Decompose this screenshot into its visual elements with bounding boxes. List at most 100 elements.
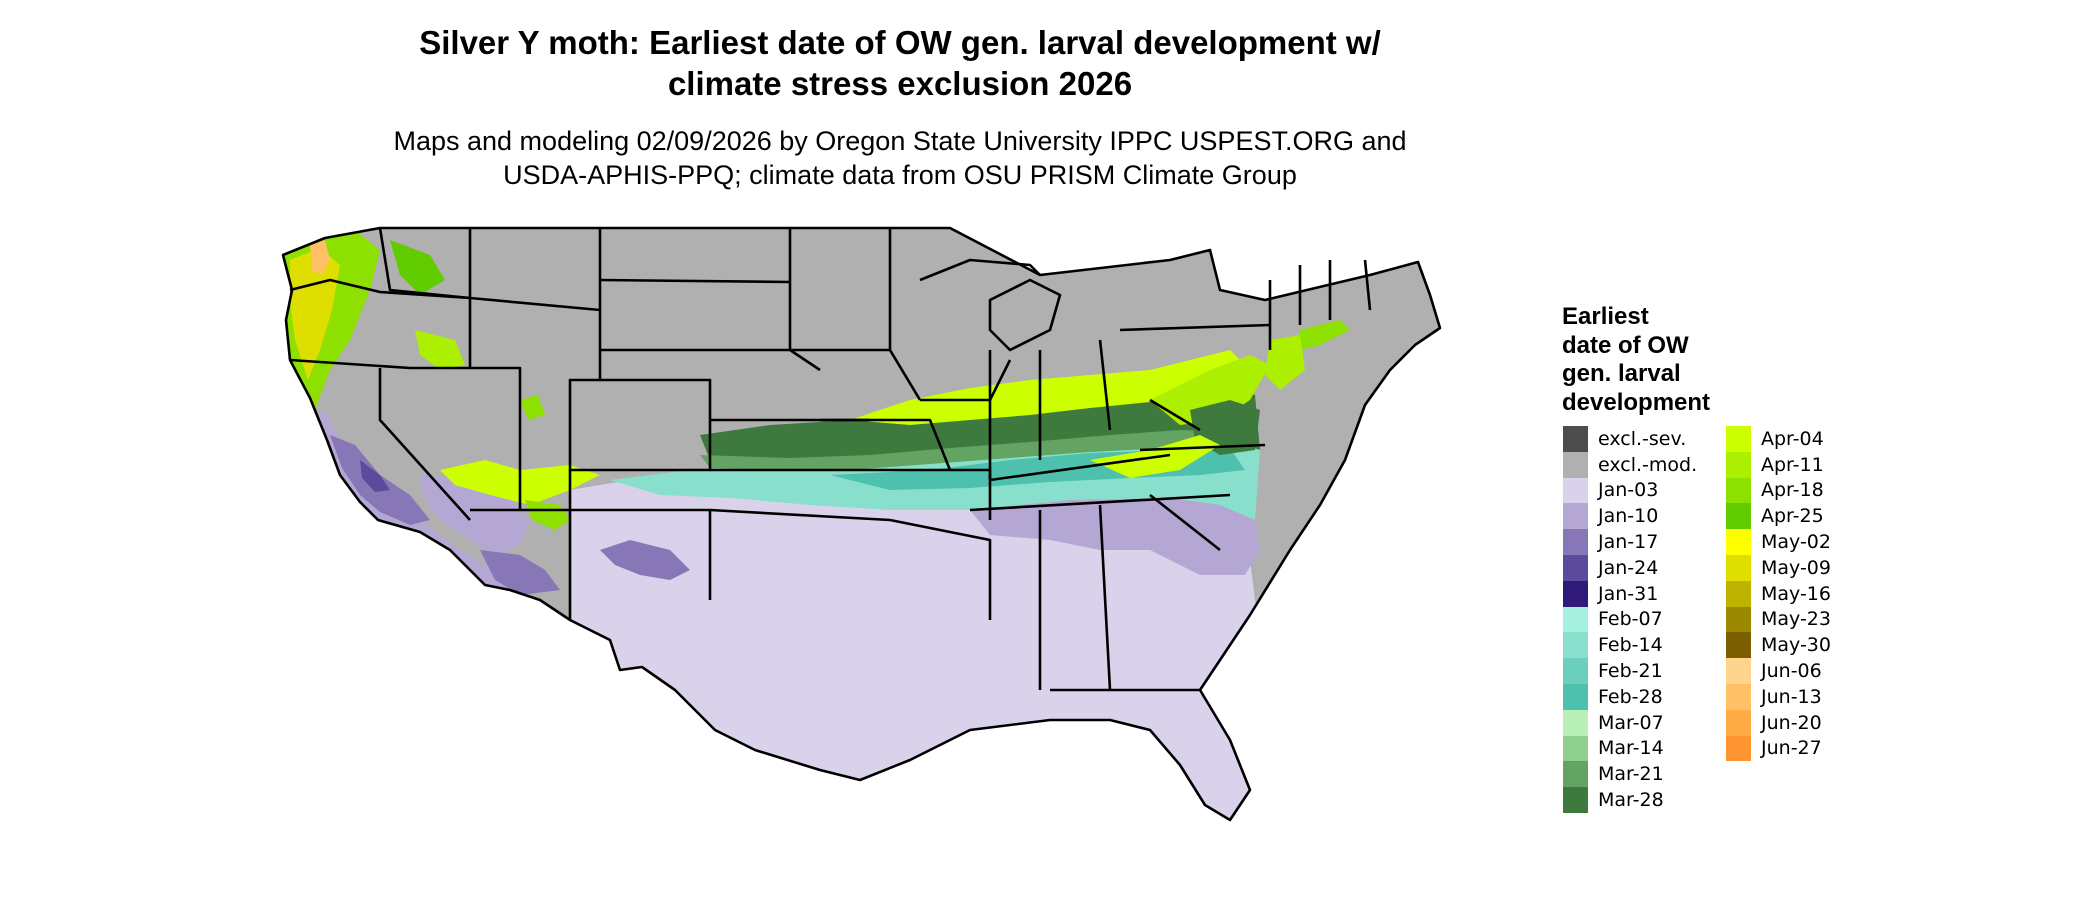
legend-item: Mar-21 <box>1563 761 1697 788</box>
legend-item: Jan-17 <box>1563 529 1697 555</box>
legend-swatch <box>1726 580 1751 607</box>
legend-item: Jun-13 <box>1726 683 1831 710</box>
legend-label: May-30 <box>1761 634 1831 657</box>
legend-label: Jun-06 <box>1761 660 1822 683</box>
legend-item: May-09 <box>1726 554 1831 581</box>
border-ok-tx <box>709 508 891 522</box>
legend-swatch <box>1563 787 1588 813</box>
legend-label: Jan-24 <box>1598 556 1659 579</box>
state-borders <box>281 226 1442 822</box>
legend-label: Apr-11 <box>1761 453 1824 476</box>
legend-item: Apr-04 <box>1726 426 1831 452</box>
legend-swatch <box>1563 503 1588 530</box>
legend-label: Jun-20 <box>1761 711 1822 734</box>
legend-label: Apr-25 <box>1761 505 1824 528</box>
border-mi-upper <box>919 258 1041 282</box>
legend-item: Apr-18 <box>1726 477 1831 504</box>
legend-swatch <box>1726 477 1751 504</box>
legend-swatch <box>1563 632 1588 659</box>
southeast-lavender-zone <box>970 498 1260 575</box>
legend-label: May-16 <box>1761 582 1831 605</box>
legend-swatch <box>1563 477 1588 504</box>
legend-label: Feb-14 <box>1598 634 1663 657</box>
northeast-coast-green-zone <box>1300 320 1350 350</box>
legend-swatch <box>1726 451 1751 478</box>
texas-purple-zone <box>600 540 690 580</box>
new-mexico-green-zone <box>525 500 570 530</box>
legend-item: Feb-21 <box>1563 658 1697 684</box>
legend-item: May-23 <box>1726 606 1831 633</box>
legend-swatch <box>1726 632 1751 659</box>
legend-swatch <box>1563 709 1588 736</box>
border-ga-sc <box>1149 493 1221 552</box>
legend-label: May-09 <box>1761 556 1831 579</box>
legend-item: Feb-28 <box>1563 683 1697 710</box>
legend-item: Jun-27 <box>1726 735 1831 762</box>
legend-label: Apr-04 <box>1761 427 1824 450</box>
legend-item: May-30 <box>1726 632 1831 659</box>
border-id-west <box>378 227 472 368</box>
border-ar-la <box>889 518 992 620</box>
border-tn-south <box>969 493 1231 512</box>
legend-item: Feb-14 <box>1563 632 1697 659</box>
legend-item: Apr-11 <box>1726 451 1831 478</box>
border-mt-wy <box>468 228 602 380</box>
southern-lavender-zone <box>570 480 1260 820</box>
columbia-green-zone <box>390 240 445 295</box>
border-wa-or <box>289 278 471 300</box>
legend-swatch <box>1726 735 1751 762</box>
border-ca-nv <box>378 368 471 521</box>
arizona-purple-zone <box>480 550 560 595</box>
legend-column-2: Apr-04 Apr-11 Apr-18 Apr-25 May-02 May-09 May-… <box>1726 426 1831 762</box>
legend-item: Jan-03 <box>1563 477 1697 504</box>
legend-label: Jun-27 <box>1761 737 1822 760</box>
legend-label: Jan-10 <box>1598 505 1659 528</box>
legend-label: excl.-mod. <box>1598 453 1698 476</box>
border-ky-tn <box>989 453 1171 482</box>
border-nc-va <box>1139 443 1266 452</box>
legend-label: Jan-03 <box>1598 479 1659 502</box>
utah-green-zone <box>520 395 545 420</box>
legend-label: May-23 <box>1761 608 1831 631</box>
legend-title: Earliest date of OW gen. larval developm… <box>1562 303 1711 416</box>
border-va-wv <box>1149 398 1201 432</box>
legend-swatch <box>1726 683 1751 710</box>
legend-swatch <box>1563 554 1588 581</box>
legend-label: Apr-18 <box>1761 479 1824 502</box>
legend-swatch <box>1563 683 1588 710</box>
legend-item: May-16 <box>1726 580 1831 607</box>
legend-swatch <box>1726 709 1751 736</box>
legend-item: Apr-25 <box>1726 503 1831 530</box>
legend-column-1: excl.-sev. excl.-mod. Jan-03 Jan-10 Jan-17 Ja… <box>1563 426 1697 813</box>
border-ne-states <box>1298 259 1372 325</box>
legend-item: Mar-28 <box>1563 787 1697 813</box>
mid-atlantic-green-zone <box>1150 355 1270 425</box>
idaho-green-zone <box>415 330 465 370</box>
legend-label: May-02 <box>1761 531 1831 554</box>
mid-green-band <box>700 430 1240 470</box>
legend-swatch <box>1726 658 1751 684</box>
us-map <box>281 226 1442 822</box>
legend-swatch <box>1563 451 1588 478</box>
legend-swatch <box>1726 503 1751 530</box>
border-nd-sd <box>599 278 791 284</box>
legend-swatch <box>1563 426 1588 452</box>
legend-label: Mar-28 <box>1598 789 1664 812</box>
legend-item: May-02 <box>1726 529 1831 555</box>
legend-item: Feb-07 <box>1563 606 1697 633</box>
legend-swatch <box>1563 735 1588 762</box>
legend-label: Jan-31 <box>1598 582 1659 605</box>
border-nv-ut <box>470 366 522 510</box>
legend-label: excl.-sev. <box>1598 427 1687 450</box>
border-co <box>568 378 712 472</box>
puget-orange-zone <box>310 240 330 275</box>
legend-item: excl.-sev. <box>1563 426 1697 452</box>
legend-swatch <box>1726 529 1751 555</box>
legend-label: Mar-07 <box>1598 711 1664 734</box>
legend-swatch <box>1563 529 1588 555</box>
legend-label: Feb-28 <box>1598 685 1663 708</box>
legend-label: Feb-07 <box>1598 608 1663 631</box>
legend-label: Jan-17 <box>1598 531 1659 554</box>
border-pa-ny <box>1119 323 1271 332</box>
border-or-ca <box>289 358 470 370</box>
